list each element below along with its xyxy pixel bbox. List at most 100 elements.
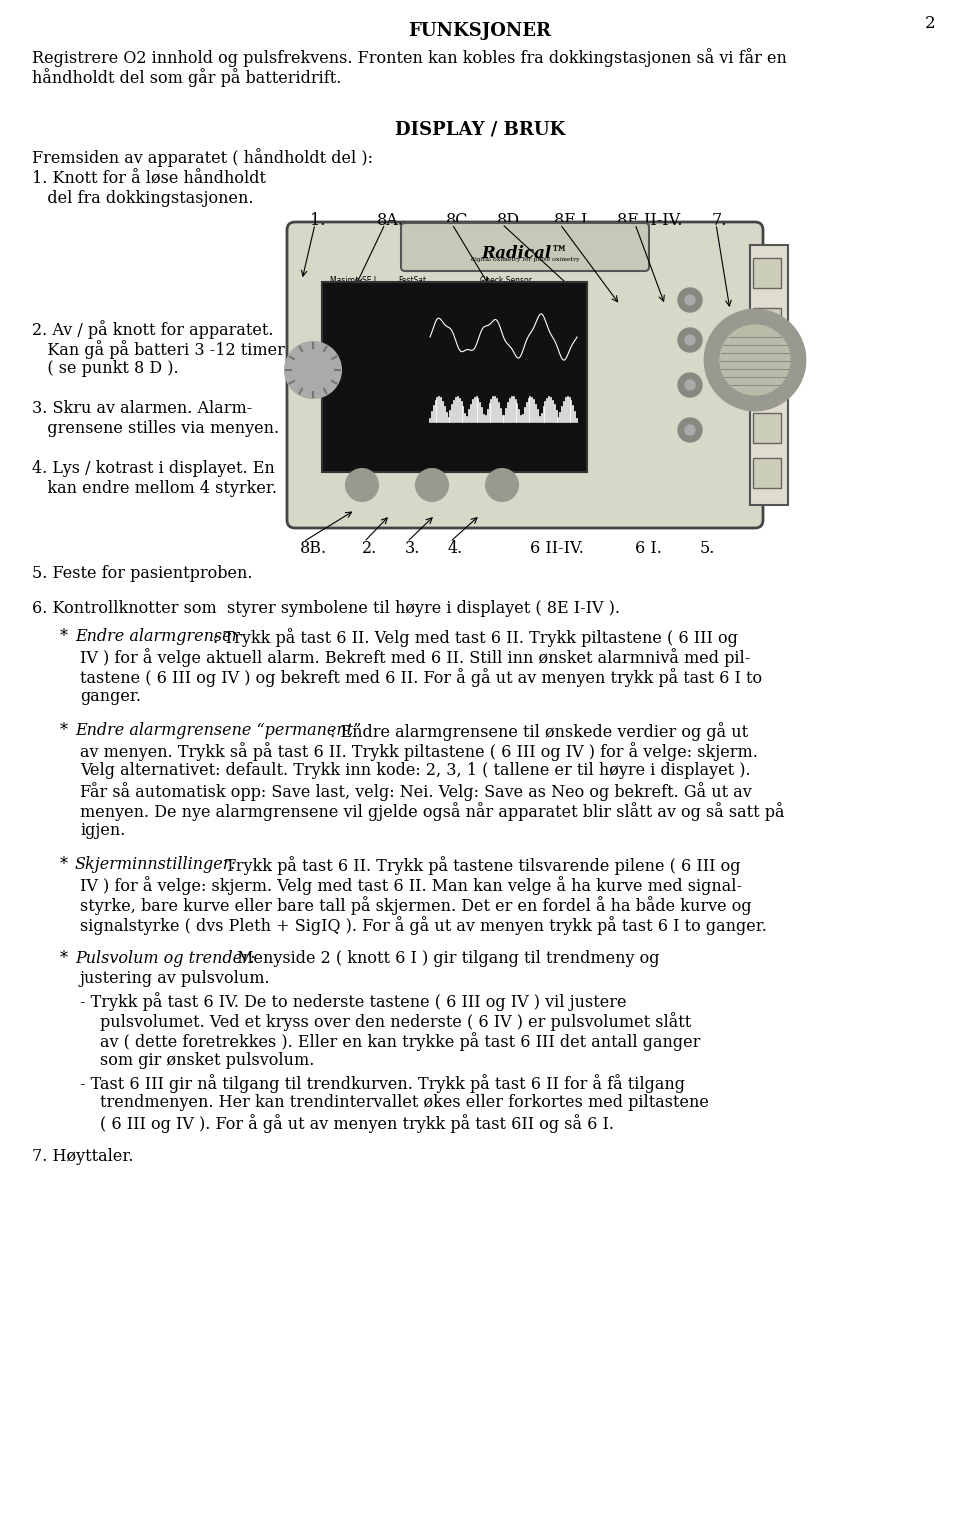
Text: signalstyrke ( dvs Pleth + SigIQ ). For å gå ut av menyen trykk på tast 6 I to g: signalstyrke ( dvs Pleth + SigIQ ). For … <box>80 915 767 935</box>
Bar <box>750 245 788 505</box>
Text: 8A.: 8A. <box>377 212 404 228</box>
Text: Radical™: Radical™ <box>482 245 568 262</box>
Bar <box>753 458 781 489</box>
Text: 85: 85 <box>405 303 416 312</box>
Circle shape <box>685 380 695 390</box>
Circle shape <box>678 374 702 396</box>
Text: Trykk på tast 6 II. Trykk på tastene tilsvarende pilene ( 6 III og: Trykk på tast 6 II. Trykk på tastene til… <box>220 856 740 875</box>
Circle shape <box>685 295 695 306</box>
Text: grensene stilles via menyen.: grensene stilles via menyen. <box>32 421 279 437</box>
Text: IV ) for å velge: skjerm. Velg med tast 6 II. Man kan velge å ha kurve med signa: IV ) for å velge: skjerm. Velg med tast … <box>80 876 742 894</box>
Text: 6. Kontrollknotter som  styrer symbolene til høyre i displayet ( 8E I-IV ).: 6. Kontrollknotter som styrer symbolene … <box>32 601 620 617</box>
Text: tastene ( 6 III og IV ) og bekreft med 6 II. For å gå ut av menyen trykk på tast: tastene ( 6 III og IV ) og bekreft med 6… <box>80 669 762 687</box>
Text: 7.: 7. <box>712 212 728 228</box>
Text: av menyen. Trykk så på tast 6 II. Trykk piltastene ( 6 III og IV ) for å velge: : av menyen. Trykk så på tast 6 II. Trykk … <box>80 741 757 761</box>
Text: ⌀: ⌀ <box>429 490 435 499</box>
Bar <box>753 413 781 443</box>
Circle shape <box>486 469 518 501</box>
Text: 2.: 2. <box>362 540 377 557</box>
Text: håndholdt del som går på batteridrift.: håndholdt del som går på batteridrift. <box>32 68 342 86</box>
Text: 4. Lys / kotrast i displayet. En: 4. Lys / kotrast i displayet. En <box>32 460 275 477</box>
Circle shape <box>685 334 695 345</box>
Text: 90: 90 <box>405 381 416 390</box>
Text: Menyside 2 ( knott 6 I ) gir tilgang til trendmeny og: Menyside 2 ( knott 6 I ) gir tilgang til… <box>232 950 660 967</box>
Text: trendmenyen. Her kan trendintervallet økes eller forkortes med piltastene: trendmenyen. Her kan trendintervallet øk… <box>100 1094 708 1111</box>
Text: Får så automatisk opp: Save last, velg: Nei. Velg: Save as Neo og bekreft. Gå ut: Får så automatisk opp: Save last, velg: … <box>80 782 752 800</box>
Text: 3.: 3. <box>405 540 420 557</box>
Text: *: * <box>60 722 68 738</box>
Text: - Trykk på tast 6 IV. De to nederste tastene ( 6 III og IV ) vil justere: - Trykk på tast 6 IV. De to nederste tas… <box>80 993 627 1011</box>
Circle shape <box>346 469 378 501</box>
Text: Masimo SE I: Masimo SE I <box>330 275 376 284</box>
Text: ( se punkt 8 D ).: ( se punkt 8 D ). <box>32 360 179 377</box>
Text: 140: 140 <box>405 374 420 383</box>
Text: Endre alarmgrensene “permanent”: Endre alarmgrensene “permanent” <box>75 722 361 738</box>
Text: 8D.: 8D. <box>497 212 524 228</box>
Text: ○/○: ○/○ <box>352 490 372 499</box>
Circle shape <box>705 310 805 410</box>
Text: Check Sensor: Check Sensor <box>480 275 532 284</box>
Text: 1.: 1. <box>310 212 325 228</box>
Text: av ( dette foretrekkes ). Eller en kan trykke på tast 6 III det antall ganger: av ( dette foretrekkes ). Eller en kan t… <box>100 1032 701 1052</box>
Text: 2. Av / på knott for apparatet.: 2. Av / på knott for apparatet. <box>32 321 274 339</box>
Text: del fra dokkingstasjonen.: del fra dokkingstasjonen. <box>32 191 253 207</box>
Circle shape <box>678 287 702 312</box>
Text: 100: 100 <box>405 294 420 303</box>
Text: 4.: 4. <box>448 540 464 557</box>
Circle shape <box>678 328 702 353</box>
Circle shape <box>720 325 790 395</box>
Text: pulsvolumet. Ved et kryss over den nederste ( 6 IV ) er pulsvolumet slått: pulsvolumet. Ved et kryss over den neder… <box>100 1012 691 1030</box>
Text: ⊕Masimo SE⊕: ⊕Masimo SE⊕ <box>735 348 775 353</box>
Text: som gir ønsket pulsvolum.: som gir ønsket pulsvolum. <box>100 1052 314 1070</box>
Text: 6 II-IV.: 6 II-IV. <box>530 540 584 557</box>
Text: %SpO₂: %SpO₂ <box>405 310 428 316</box>
Text: ganger.: ganger. <box>80 688 141 705</box>
Circle shape <box>285 342 341 398</box>
Text: 2: 2 <box>924 15 935 32</box>
Text: Kan gå på batteri 3 -12 timer: Kan gå på batteri 3 -12 timer <box>32 340 285 359</box>
Text: 8E I.: 8E I. <box>554 212 592 228</box>
Bar <box>753 259 781 287</box>
Text: digital oximetry for pulse oximetry: digital oximetry for pulse oximetry <box>470 257 579 262</box>
Text: FastSat: FastSat <box>398 275 426 284</box>
Text: 6 I.: 6 I. <box>635 540 661 557</box>
Text: Registrere O2 innhold og pulsfrekvens. Fronten kan kobles fra dokkingstasjonen s: Registrere O2 innhold og pulsfrekvens. F… <box>32 48 787 67</box>
Text: - Tast 6 III gir nå tilgang til trendkurven. Trykk på tast 6 II for å få tilgang: - Tast 6 III gir nå tilgang til trendkur… <box>80 1074 685 1092</box>
Text: menyen. De nye alarmgrensene vil gjelde også når apparatet blir slått av og så s: menyen. De nye alarmgrensene vil gjelde … <box>80 802 784 822</box>
Text: *: * <box>60 950 68 967</box>
Text: *: * <box>60 856 68 873</box>
Text: 5.: 5. <box>700 540 715 557</box>
Text: ( 6 III og IV ). For å gå ut av menyen trykk på tast 6II og så 6 I.: ( 6 III og IV ). For å gå ut av menyen t… <box>100 1114 614 1133</box>
Text: igjen.: igjen. <box>80 822 126 840</box>
Text: : Endre alarmgrensene til ønskede verdier og gå ut: : Endre alarmgrensene til ønskede verdie… <box>330 722 748 741</box>
Text: 8E II-IV.: 8E II-IV. <box>617 212 683 228</box>
Text: Velg alternativet: default. Trykk inn kode: 2, 3, 1 ( tallene er til høyre i dis: Velg alternativet: default. Trykk inn ko… <box>80 763 751 779</box>
Text: : Trykk på tast 6 II. Velg med tast 6 II. Trykk piltastene ( 6 III og: : Trykk på tast 6 II. Velg med tast 6 II… <box>213 628 738 648</box>
Bar <box>753 359 781 387</box>
Text: *: * <box>60 628 68 645</box>
Text: 8C.: 8C. <box>446 212 473 228</box>
Text: DISPLAY / BRUK: DISPLAY / BRUK <box>395 120 565 138</box>
Text: kan endre mellom 4 styrker.: kan endre mellom 4 styrker. <box>32 480 277 496</box>
Circle shape <box>416 469 448 501</box>
Text: 1. Knott for å løse håndholdt: 1. Knott for å løse håndholdt <box>32 169 266 188</box>
Text: Pulsvolum og trender:: Pulsvolum og trender: <box>75 950 255 967</box>
Text: Skjerminnstillinger:: Skjerminnstillinger: <box>75 856 237 873</box>
Text: Fremsiden av apparatet ( håndholdt del ):: Fremsiden av apparatet ( håndholdt del )… <box>32 148 373 166</box>
Text: 89: 89 <box>327 372 420 437</box>
Text: 8B.: 8B. <box>300 540 327 557</box>
Text: FUNKSJONER: FUNKSJONER <box>409 23 551 39</box>
FancyBboxPatch shape <box>287 222 763 528</box>
Circle shape <box>685 425 695 436</box>
Text: IV ) for å velge aktuell alarm. Bekreft med 6 II. Still inn ønsket alarmnivå med: IV ) for å velge aktuell alarm. Bekreft … <box>80 648 751 667</box>
Text: 98: 98 <box>327 292 420 357</box>
Bar <box>322 281 587 472</box>
Text: Endre alarmgrenser: Endre alarmgrenser <box>75 628 239 645</box>
Circle shape <box>678 418 702 442</box>
Text: 3. Skru av alarmen. Alarm-: 3. Skru av alarmen. Alarm- <box>32 399 252 418</box>
Text: styrke, bare kurve eller bare tall på skjermen. Det er en fordel å ha både kurve: styrke, bare kurve eller bare tall på sk… <box>80 896 752 915</box>
Text: 7. Høyttaler.: 7. Høyttaler. <box>32 1148 133 1165</box>
FancyBboxPatch shape <box>401 222 649 271</box>
Bar <box>753 309 781 337</box>
Text: BPM: BPM <box>405 390 420 396</box>
